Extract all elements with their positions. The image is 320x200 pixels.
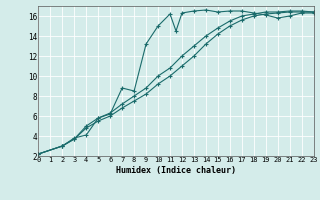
- X-axis label: Humidex (Indice chaleur): Humidex (Indice chaleur): [116, 166, 236, 175]
